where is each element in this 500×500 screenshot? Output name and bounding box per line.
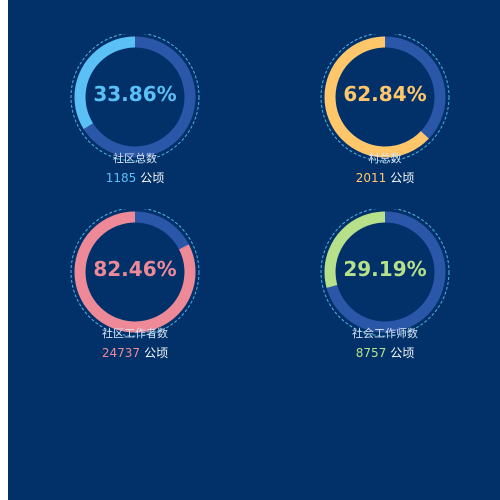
percent-label: 62.84% [343,82,427,106]
donut-value-arc [74,36,196,158]
metric-value-row: 2011 公顷 [305,170,465,186]
metric-count: 2011 [355,171,387,185]
metric-unit: 公顷 [390,346,415,360]
dashed-outer-ring [70,34,200,162]
gauge-community-total: 33.86% 社区总数 1185 公顷 [55,34,215,199]
metric-unit: 公顷 [144,346,169,360]
dashboard-panel: 33.86% 社区总数 1185 公顷 62.84% 村总数 2011 公顷 82.… [8,0,500,500]
metric-value-row: 24737 公顷 [55,345,215,361]
metric-count: 1185 [105,171,137,185]
donut-value-arc [324,36,446,158]
metric-name: 社区工作者数 [102,327,168,340]
gauge-social-workers: 29.19% 社会工作师数 8757 公顷 [305,209,465,374]
metric-name: 社区总数 [113,152,157,165]
percent-label: 82.46% [93,257,177,281]
metric-count: 8757 [355,346,387,360]
donut-value-arc [74,211,196,333]
metric-name: 社会工作师数 [352,327,418,340]
dashed-outer-ring [320,209,450,337]
metric-count: 24737 [101,346,141,360]
donut-chart [70,34,200,162]
metric-value-row: 8757 公顷 [305,345,465,361]
gauge-village-total: 62.84% 村总数 2011 公顷 [305,34,465,199]
percent-label: 33.86% [93,82,177,106]
metric-name: 村总数 [368,152,402,165]
donut-value-arc [324,211,446,333]
metric-value-row: 1185 公顷 [55,170,215,186]
gauge-community-workers: 82.46% 社区工作者数 24737 公顷 [55,209,215,374]
dashed-outer-ring [320,34,450,162]
metric-unit: 公顷 [390,171,415,185]
dashed-outer-ring [70,209,200,337]
donut-chart [320,34,450,162]
metric-unit: 公顷 [140,171,165,185]
percent-label: 29.19% [343,257,427,281]
donut-chart [70,209,200,337]
donut-chart [320,209,450,337]
